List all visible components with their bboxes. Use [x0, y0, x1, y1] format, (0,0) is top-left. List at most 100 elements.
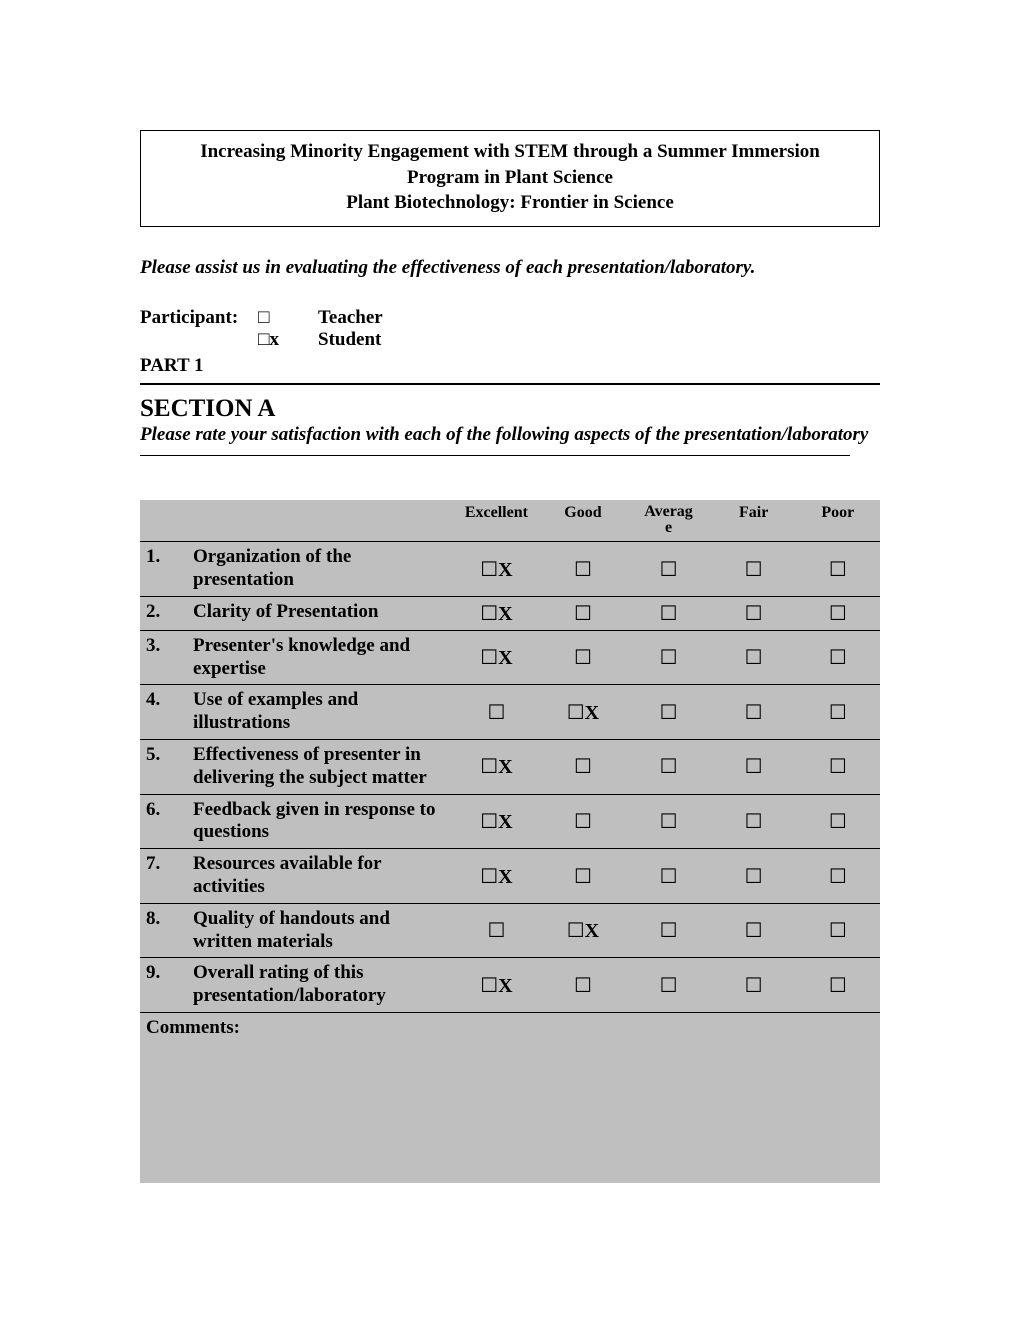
rating-cell[interactable]: ☐ [712, 542, 796, 597]
rating-cell[interactable]: ☐ [796, 958, 880, 1013]
rating-cell[interactable]: ☐ [796, 630, 880, 685]
rating-cell[interactable]: ☐ [540, 958, 625, 1013]
question-number: 3. [140, 630, 187, 685]
rating-cell[interactable]: ☐ [540, 794, 625, 849]
divider-1 [140, 383, 880, 385]
rating-cell[interactable]: ☐ [796, 542, 880, 597]
rating-cell[interactable]: ☐ [796, 596, 880, 630]
header-blank-2 [187, 500, 452, 542]
rating-cell[interactable]: ☐ [796, 903, 880, 958]
rating-cell[interactable]: ☐ [625, 794, 711, 849]
question-number: 1. [140, 542, 187, 597]
title-line-3: Plant Biotechnology: Frontier in Science [153, 190, 867, 216]
rating-cell[interactable]: ☐X [540, 685, 625, 740]
question-number: 6. [140, 794, 187, 849]
rating-cell[interactable]: ☐ [796, 685, 880, 740]
rating-cell[interactable]: ☐X [452, 849, 540, 904]
part-label: PART 1 [140, 355, 880, 377]
comments-space[interactable] [140, 1043, 880, 1183]
question-text: Resources available for activities [187, 849, 452, 904]
question-text: Overall rating of this presentation/labo… [187, 958, 452, 1013]
rating-cell[interactable]: ☐ [540, 596, 625, 630]
rating-cell[interactable]: ☐ [625, 849, 711, 904]
question-text: Quality of handouts and written material… [187, 903, 452, 958]
rating-cell[interactable]: ☐ [625, 958, 711, 1013]
rating-cell[interactable]: ☐ [625, 903, 711, 958]
participant-row-student: □x Student [140, 329, 880, 351]
divider-2 [140, 455, 850, 456]
rating-cell[interactable]: ☐ [712, 958, 796, 1013]
table-row: 6.Feedback given in response to question… [140, 794, 880, 849]
header-average: Average [625, 500, 711, 542]
rating-cell[interactable]: ☐ [712, 903, 796, 958]
rating-cell[interactable]: ☐ [540, 542, 625, 597]
rating-cell[interactable]: ☐ [712, 596, 796, 630]
rating-cell[interactable]: ☐ [712, 630, 796, 685]
participant-label-blank [140, 329, 258, 351]
rating-cell[interactable]: ☐ [540, 630, 625, 685]
question-text: Feedback given in response to questions [187, 794, 452, 849]
table-row: 1.Organization of the presentation☐X☐☐☐☐ [140, 542, 880, 597]
comments-area[interactable] [140, 1043, 880, 1183]
header-blank-1 [140, 500, 187, 542]
rating-cell[interactable]: ☐ [540, 849, 625, 904]
rating-cell[interactable]: ☐X [452, 542, 540, 597]
rating-cell[interactable]: ☐ [796, 794, 880, 849]
comments-label: Comments: [140, 1013, 880, 1044]
participant-row-teacher: Participant: □ Teacher [140, 307, 880, 329]
rating-cell[interactable]: ☐ [625, 740, 711, 795]
rating-cell[interactable]: ☐ [796, 849, 880, 904]
rating-cell[interactable]: ☐ [625, 542, 711, 597]
question-text: Presenter's knowledge and expertise [187, 630, 452, 685]
rating-cell[interactable]: ☐ [796, 740, 880, 795]
rating-table-wrap: Excellent Good Average Fair Poor 1.Organ… [140, 500, 880, 1183]
rating-table: Excellent Good Average Fair Poor 1.Organ… [140, 500, 880, 1183]
rating-cell[interactable]: ☐X [452, 596, 540, 630]
teacher-checkbox[interactable]: □ [258, 307, 318, 329]
rating-cell[interactable]: ☐ [712, 849, 796, 904]
header-excellent: Excellent [452, 500, 540, 542]
table-row: 5.Effectiveness of presenter in deliveri… [140, 740, 880, 795]
rating-cell[interactable]: ☐X [540, 903, 625, 958]
question-text: Organization of the presentation [187, 542, 452, 597]
rating-cell[interactable]: ☐ [625, 685, 711, 740]
question-number: 5. [140, 740, 187, 795]
rating-cell[interactable]: ☐ [712, 740, 796, 795]
question-text: Effectiveness of presenter in delivering… [187, 740, 452, 795]
question-text: Clarity of Presentation [187, 596, 452, 630]
question-number: 7. [140, 849, 187, 904]
table-row: 3.Presenter's knowledge and expertise☐X☐… [140, 630, 880, 685]
rating-cell[interactable]: ☐ [540, 740, 625, 795]
header-good: Good [540, 500, 625, 542]
question-number: 8. [140, 903, 187, 958]
question-text: Use of examples and illustrations [187, 685, 452, 740]
page: Increasing Minority Engagement with STEM… [0, 0, 1020, 1320]
rating-cell[interactable]: ☐X [452, 740, 540, 795]
rating-cell[interactable]: ☐ [452, 685, 540, 740]
participant-label: Participant: [140, 307, 258, 329]
comments-row: Comments: [140, 1013, 880, 1044]
teacher-label: Teacher [318, 307, 383, 329]
section-subtitle: Please rate your satisfaction with each … [140, 423, 880, 447]
rating-cell[interactable]: ☐X [452, 958, 540, 1013]
rating-cell[interactable]: ☐ [625, 630, 711, 685]
rating-cell[interactable]: ☐ [452, 903, 540, 958]
rating-cell[interactable]: ☐ [712, 794, 796, 849]
table-row: 4.Use of examples and illustrations☐☐X☐☐… [140, 685, 880, 740]
section-title: SECTION A [140, 395, 880, 423]
title-line-2: Program in Plant Science [153, 165, 867, 191]
student-label: Student [318, 329, 381, 351]
rating-cell[interactable]: ☐X [452, 794, 540, 849]
title-box: Increasing Minority Engagement with STEM… [140, 130, 880, 227]
rating-cell[interactable]: ☐ [712, 685, 796, 740]
student-checkbox[interactable]: □x [258, 329, 318, 351]
intro-text: Please assist us in evaluating the effec… [140, 257, 880, 279]
question-number: 4. [140, 685, 187, 740]
question-number: 9. [140, 958, 187, 1013]
header-fair: Fair [712, 500, 796, 542]
table-row: 2.Clarity of Presentation☐X☐☐☐☐ [140, 596, 880, 630]
rating-cell[interactable]: ☐ [625, 596, 711, 630]
table-row: 8.Quality of handouts and written materi… [140, 903, 880, 958]
table-header-row: Excellent Good Average Fair Poor [140, 500, 880, 542]
rating-cell[interactable]: ☐X [452, 630, 540, 685]
